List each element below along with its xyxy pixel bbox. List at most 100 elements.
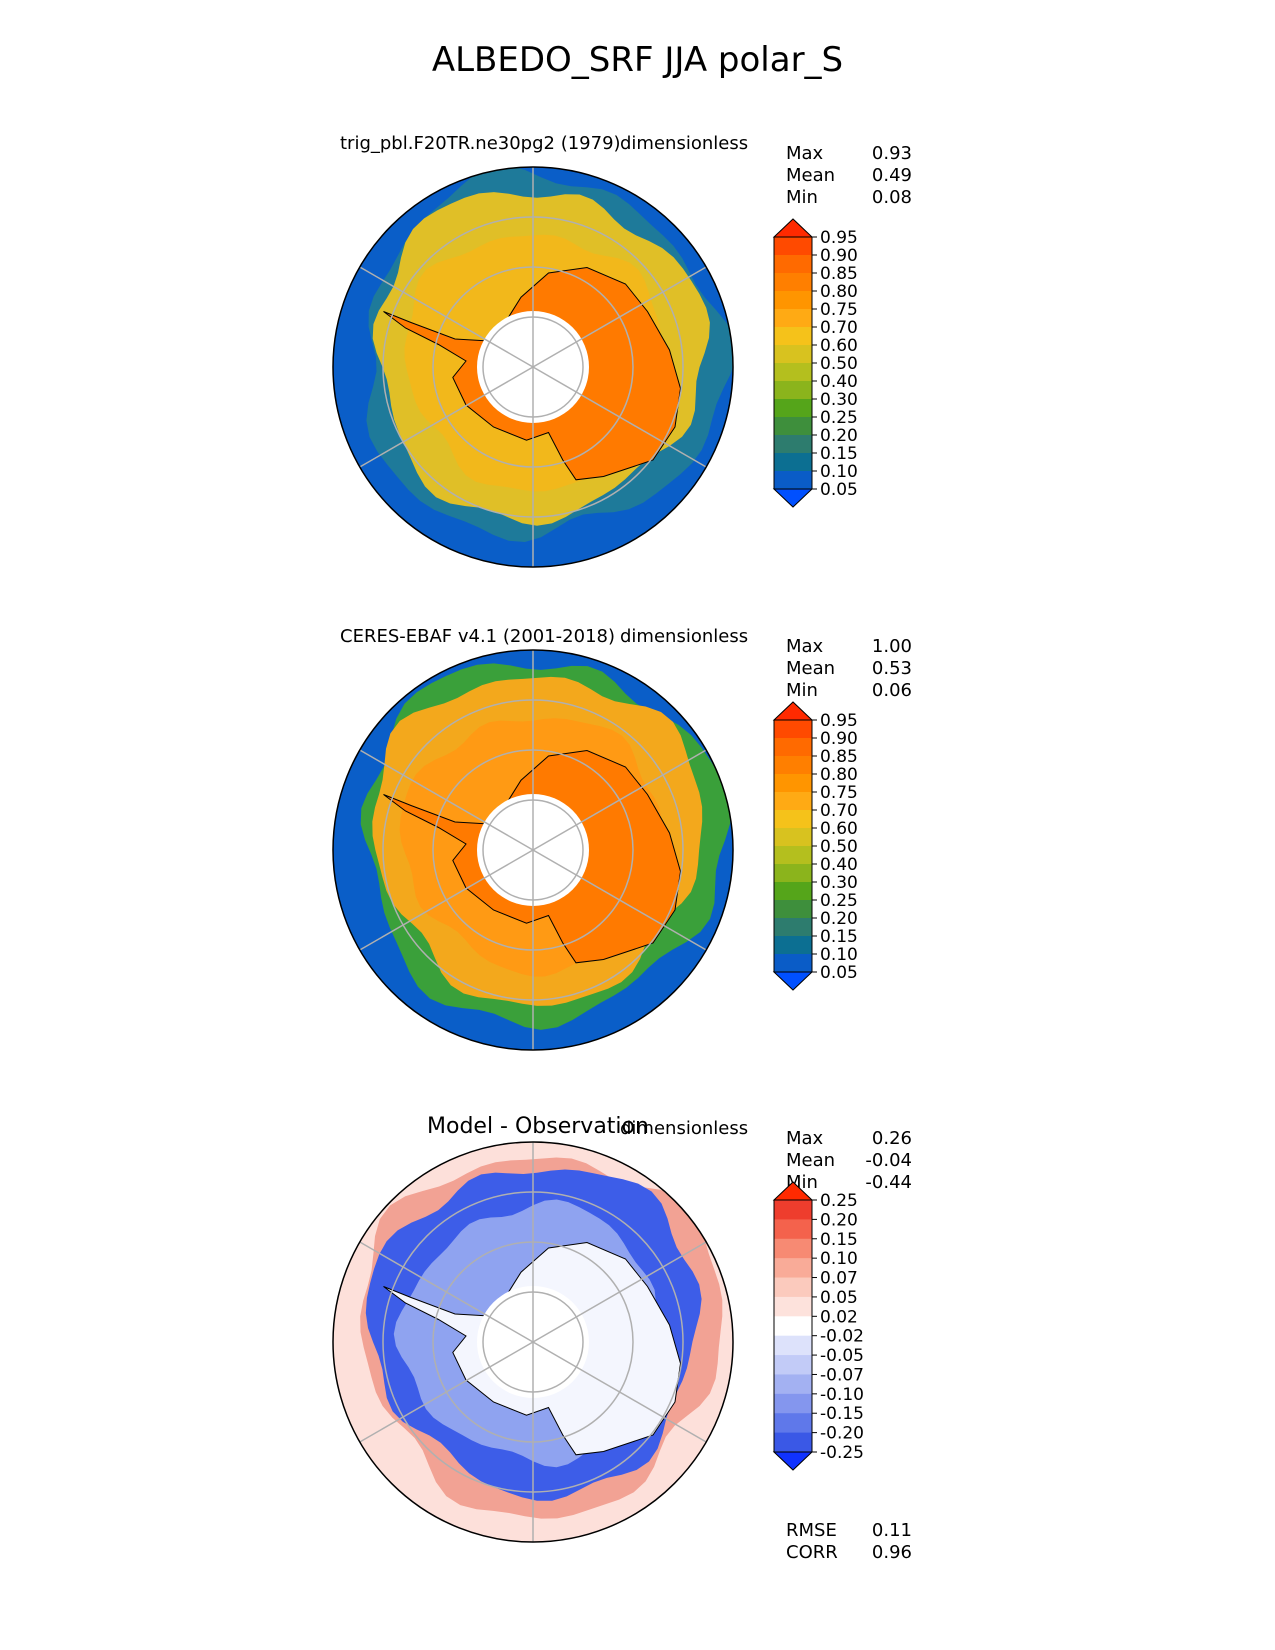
stat-label-max: Max	[786, 636, 824, 657]
stat-label-max: Max	[786, 143, 824, 164]
units-label-test: dimensionless	[620, 133, 749, 154]
colorbar-tick-label: 0.25	[820, 891, 858, 911]
colorbar-bin	[774, 756, 812, 775]
map-field	[333, 650, 733, 1050]
panel-title-diff: Model - Observation	[427, 1114, 649, 1139]
colorbar-bin	[774, 864, 812, 883]
colorbar-tick-label: 0.85	[820, 747, 858, 767]
colorbar-tick-label: 0.15	[820, 1230, 858, 1250]
colorbar-bin	[774, 882, 812, 901]
colorbar-bin	[774, 1219, 812, 1240]
stat-label-mean: Mean	[786, 1150, 836, 1171]
colorbar-bin	[774, 918, 812, 937]
colorbar-bin	[774, 1355, 812, 1375]
colorbar-tick-label: 0.75	[820, 783, 858, 803]
colorbar-bin	[774, 1393, 812, 1414]
colorbar-bin	[774, 381, 812, 400]
longitude-gridline	[532, 1241, 707, 1343]
colorbar-tick-label: -0.15	[820, 1404, 864, 1424]
stat-value-min: 0.06	[871, 680, 912, 701]
colorbar-bin	[774, 345, 812, 364]
polar-map-ref	[332, 649, 734, 1051]
colorbar-tick-label: 0.25	[820, 1191, 858, 1211]
colorbar-bin	[774, 1258, 812, 1279]
polar-map-diff	[332, 1141, 734, 1543]
colorbar-bin	[774, 363, 812, 382]
colorbar-bin	[774, 846, 812, 865]
colorbar-bin	[774, 810, 812, 829]
colorbar-tick-label: 0.05	[820, 1288, 858, 1308]
colorbar-bin	[774, 255, 812, 274]
colorbar-bin	[774, 453, 812, 472]
stat-label-min: Min	[786, 680, 818, 701]
colorbar-bin	[774, 774, 812, 793]
figure-title: ALBEDO_SRF JJA polar_S	[431, 40, 844, 80]
colorbar-bin	[774, 1238, 812, 1259]
colorbar-tick-label: 0.25	[820, 408, 858, 428]
longitude-gridline	[532, 849, 707, 951]
colorbar-tick-label: -0.10	[820, 1385, 864, 1405]
map-field	[333, 167, 733, 567]
longitude-gridline	[359, 749, 534, 851]
colorbar-extend-max	[772, 218, 814, 238]
colorbar-extend-min	[772, 1451, 814, 1471]
colorbar-tick-label: 0.95	[820, 711, 858, 731]
colorbar-frame	[773, 1199, 813, 1453]
colorbar-bin	[774, 327, 812, 346]
colorbar-bin	[774, 1413, 812, 1434]
polar-map-test	[332, 166, 734, 568]
colorbar-tick-label: 0.20	[820, 1210, 858, 1230]
colorbar-extend-min	[772, 488, 814, 508]
colorbar-diff: 0.250.200.150.100.070.050.02-0.02-0.05-0…	[772, 1181, 864, 1471]
colorbar-tick-label: 0.75	[820, 300, 858, 320]
colorbar-tick-label: 0.80	[820, 282, 858, 302]
colorbar-bin	[774, 1296, 812, 1317]
colorbar-tick-label: 0.50	[820, 837, 858, 857]
stat-label-mean: Mean	[786, 165, 836, 186]
colorbar-tick-label: 0.10	[820, 945, 858, 965]
colorbar-bin	[774, 417, 812, 436]
map-field	[333, 1142, 733, 1542]
colorbar-bin	[774, 1277, 812, 1298]
map-boundary	[332, 649, 734, 1051]
colorbar-tick-label: 0.50	[820, 354, 858, 374]
colorbar-tick-label: -0.02	[820, 1327, 864, 1347]
colorbar-bin	[774, 936, 812, 955]
colorbar-bin	[774, 828, 812, 847]
colorbar-tick-label: 0.40	[820, 372, 858, 392]
colorbar-bin	[774, 237, 812, 256]
colorbar-tick-label: 0.10	[820, 1249, 858, 1269]
stat-label-max: Max	[786, 1128, 824, 1149]
colorbar-tick-label: -0.25	[820, 1443, 864, 1463]
colorbar-bin	[774, 435, 812, 454]
colorbar-tick-label: 0.70	[820, 318, 858, 338]
units-label-ref: dimensionless	[620, 626, 749, 647]
colorbar-tick-label: -0.05	[820, 1346, 864, 1366]
longitude-gridline	[532, 1341, 707, 1443]
map-boundary	[332, 166, 734, 568]
stat-value-min: -0.44	[865, 1172, 912, 1193]
panel-title-ref: CERES-EBAF v4.1 (2001-2018)	[340, 626, 616, 647]
colorbar-extend-max	[772, 701, 814, 721]
metric-label-corr: CORR	[786, 1542, 838, 1563]
colorbar-bin	[774, 738, 812, 757]
colorbar-tick-label: 0.02	[820, 1307, 858, 1327]
colorbar-bin	[774, 900, 812, 919]
longitude-gridline	[359, 1241, 534, 1343]
longitude-gridline	[359, 849, 534, 951]
stat-value-max: 1.00	[871, 636, 912, 657]
units-label-diff: dimensionless	[620, 1118, 749, 1139]
colorbar-bin	[774, 291, 812, 310]
colorbar-bin	[774, 471, 812, 490]
colorbar-bin	[774, 1316, 812, 1337]
colorbar-bin	[774, 1200, 812, 1220]
colorbar-bin	[774, 273, 812, 292]
stat-value-mean: -0.04	[865, 1150, 912, 1171]
colorbar-tick-label: 0.70	[820, 801, 858, 821]
longitude-gridline	[532, 749, 707, 851]
colorbar-ref: 0.950.900.850.800.750.700.600.500.400.30…	[772, 701, 858, 991]
colorbar-test: 0.950.900.850.800.750.700.600.500.400.30…	[772, 218, 858, 508]
colorbar-tick-label: 0.30	[820, 873, 858, 893]
longitude-gridline	[359, 1341, 534, 1443]
